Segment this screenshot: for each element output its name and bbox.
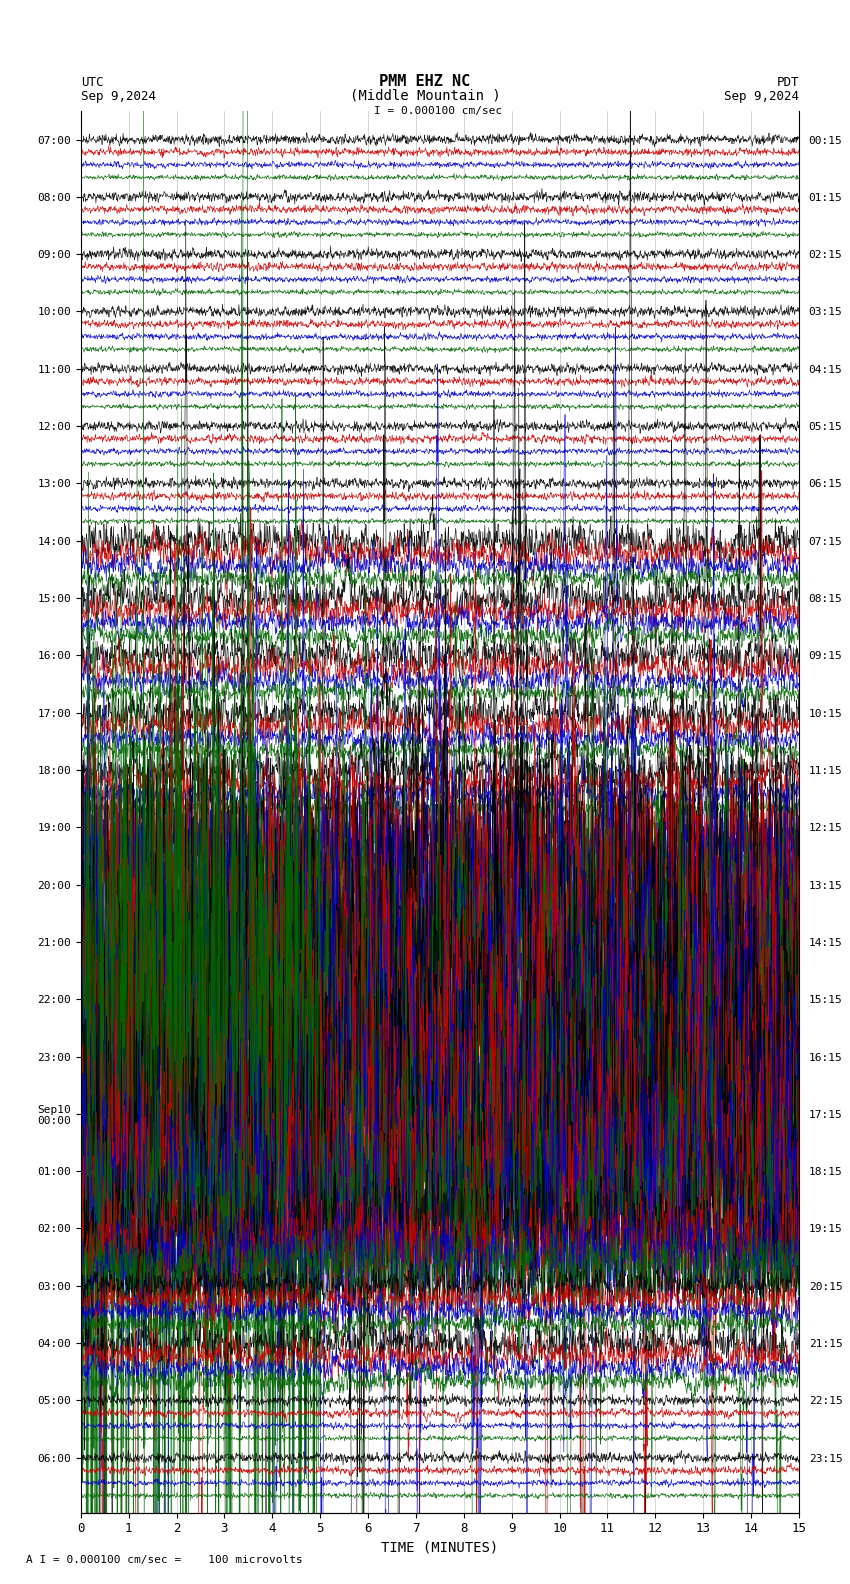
Text: (Middle Mountain ): (Middle Mountain ) [349, 89, 501, 103]
Text: UTC: UTC [81, 76, 103, 89]
Text: Sep 9,2024: Sep 9,2024 [724, 90, 799, 103]
Text: I = 0.000100 cm/sec: I = 0.000100 cm/sec [374, 106, 502, 116]
X-axis label: TIME (MINUTES): TIME (MINUTES) [382, 1541, 498, 1555]
Text: Sep 9,2024: Sep 9,2024 [81, 90, 156, 103]
Text: A I = 0.000100 cm/sec =    100 microvolts: A I = 0.000100 cm/sec = 100 microvolts [26, 1555, 303, 1565]
Text: PMM EHZ NC: PMM EHZ NC [379, 74, 471, 89]
Text: PDT: PDT [777, 76, 799, 89]
